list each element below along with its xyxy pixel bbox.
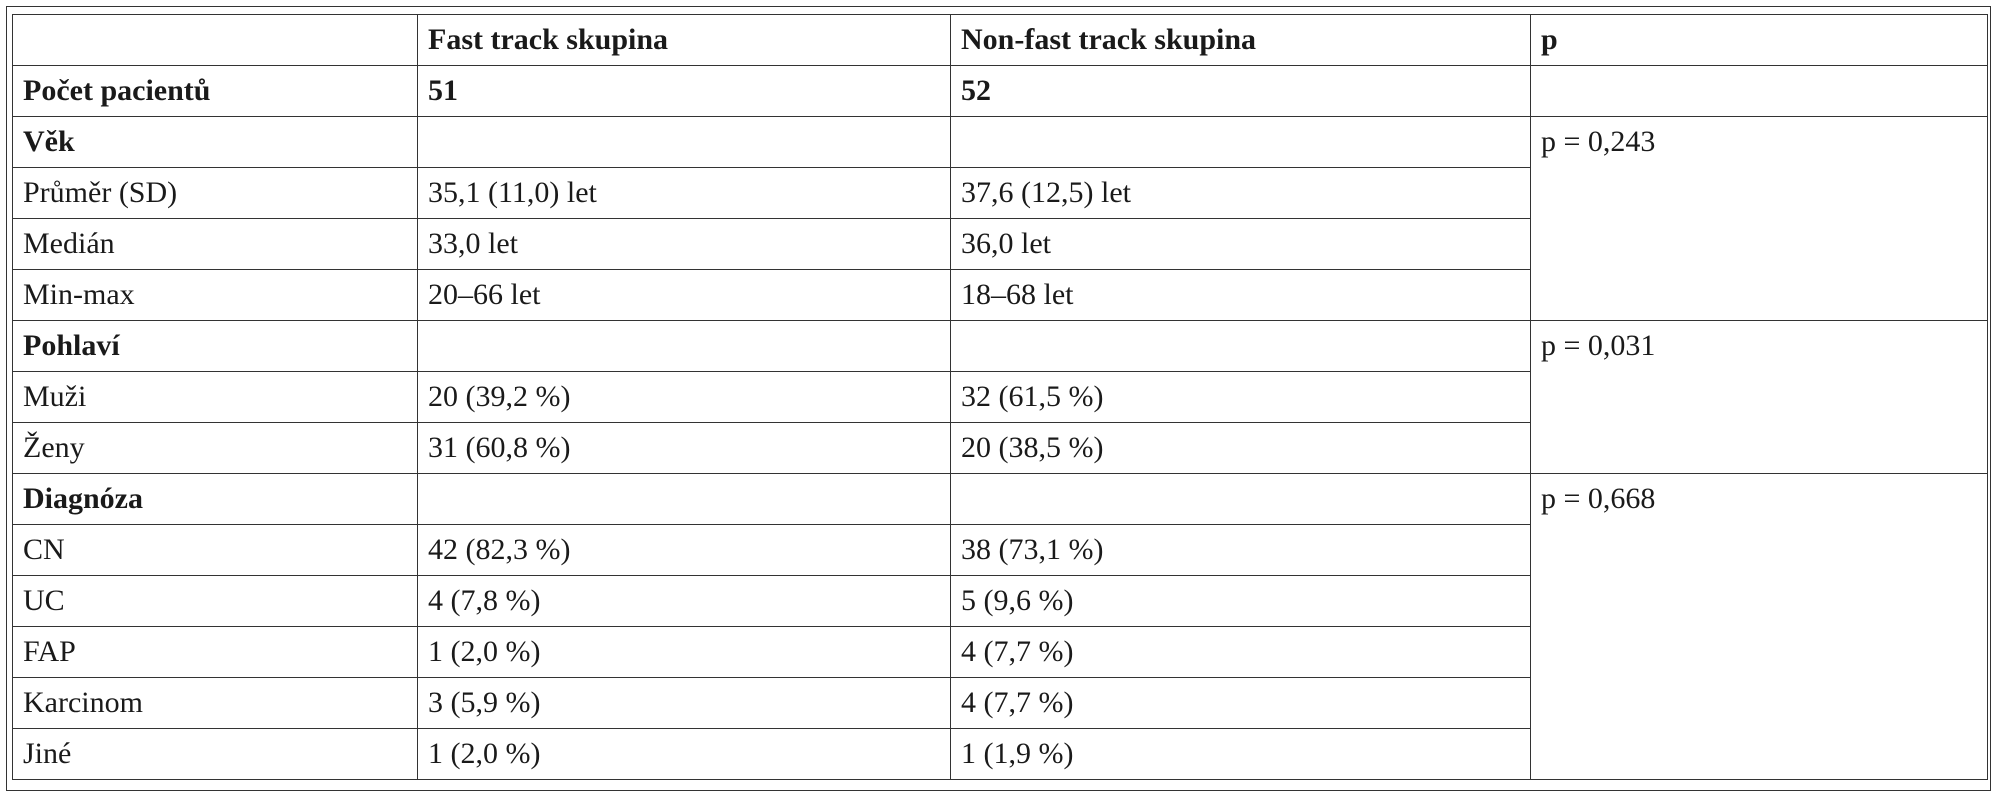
table-row: Diagnóza p = 0,668: [12, 473, 1988, 780]
row-label: Muži: [12, 371, 418, 423]
table-row: UC 4 (7,8 %) 5 (9,6 %): [12, 575, 1988, 627]
cell: [950, 320, 1531, 372]
cell: 5 (9,6 %): [950, 575, 1531, 627]
row-label: Počet pacientů: [12, 65, 418, 117]
cell: [950, 473, 1531, 525]
table-row: Průměr (SD) 35,1 (11,0) let 37,6 (12,5) le…: [12, 167, 1988, 219]
cell: 4 (7,7 %): [950, 677, 1531, 729]
table-row: Fast track skupina Non-fast track skupina…: [12, 14, 1988, 66]
header-cell: Non-fast track skupina: [950, 14, 1531, 66]
row-label: FAP: [12, 626, 418, 678]
cell: 35,1 (11,0) let: [417, 167, 951, 219]
table-row: Pohlaví p = 0,031: [12, 320, 1988, 474]
row-label: Min-max: [12, 269, 418, 321]
cell: [1530, 65, 1988, 117]
header-cell: p: [1530, 14, 1988, 66]
table: Fast track skupina Non-fast track skupina…: [12, 14, 1988, 780]
table-row: Jiné 1 (2,0 %) 1 (1,9 %): [12, 728, 1988, 780]
cell: [417, 320, 951, 372]
group-title: Věk: [12, 116, 418, 168]
cell: 31 (60,8 %): [417, 422, 951, 474]
group-title: Pohlaví: [12, 320, 418, 372]
cell: 52: [950, 65, 1531, 117]
table-row: Karcinom 3 (5,9 %) 4 (7,7 %): [12, 677, 1988, 729]
cell: 42 (82,3 %): [417, 524, 951, 576]
cell: 1 (1,9 %): [950, 728, 1531, 780]
cell: 4 (7,8 %): [417, 575, 951, 627]
table-row: Muži 20 (39,2 %) 32 (61,5 %): [12, 371, 1988, 423]
table-row: Min-max 20–66 let 18–68 let: [12, 269, 1988, 321]
cell: 51: [417, 65, 951, 117]
cell: [417, 473, 951, 525]
p-value: p = 0,031: [1530, 320, 1988, 474]
cell: [950, 116, 1531, 168]
row-label: Průměr (SD): [12, 167, 418, 219]
row-label: CN: [12, 524, 418, 576]
header-cell: Fast track skupina: [417, 14, 951, 66]
cell: 18–68 let: [950, 269, 1531, 321]
table-body: Fast track skupina Non-fast track skupina…: [12, 14, 1988, 780]
cell: 33,0 let: [417, 218, 951, 270]
row-label: Karcinom: [12, 677, 418, 729]
frame: [6, 6, 1991, 791]
cell: 32 (61,5 %): [950, 371, 1531, 423]
cell: 37,6 (12,5) let: [950, 167, 1531, 219]
cell: 4 (7,7 %): [950, 626, 1531, 678]
table-row: Ženy 31 (60,8 %) 20 (38,5 %): [12, 422, 1988, 474]
header-cell: [12, 14, 418, 66]
p-value: p = 0,243: [1530, 116, 1988, 321]
cell: 1 (2,0 %): [417, 626, 951, 678]
group-title: Diagnóza: [12, 473, 418, 525]
table-row: Věk p = 0,243: [12, 116, 1988, 321]
cell: 38 (73,1 %): [950, 524, 1531, 576]
cell: 20 (39,2 %): [417, 371, 951, 423]
table-row: Počet pacientů 51 52: [12, 65, 1988, 117]
p-value: p = 0,668: [1530, 473, 1988, 780]
cell: [417, 116, 951, 168]
cell: 36,0 let: [950, 218, 1531, 270]
row-label: Ženy: [12, 422, 418, 474]
cell: 1 (2,0 %): [417, 728, 951, 780]
cell: 20–66 let: [417, 269, 951, 321]
row-label: Jiné: [12, 728, 418, 780]
cell: 3 (5,9 %): [417, 677, 951, 729]
cell: 20 (38,5 %): [950, 422, 1531, 474]
row-label: UC: [12, 575, 418, 627]
row-label: Medián: [12, 218, 418, 270]
